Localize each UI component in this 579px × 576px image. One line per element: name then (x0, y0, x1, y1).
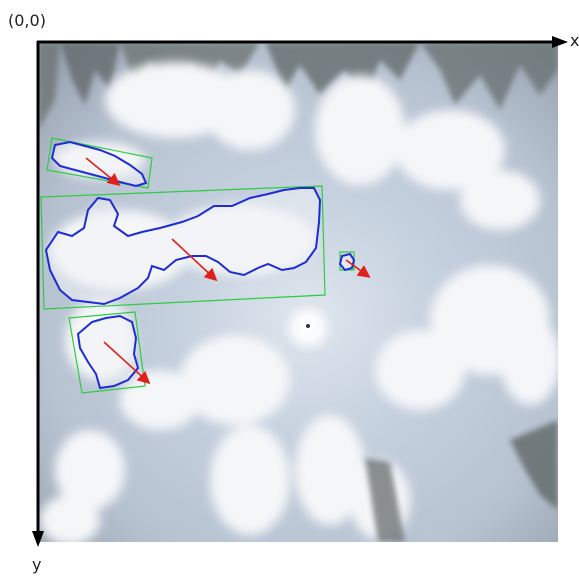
cloud-segment-small (338, 252, 356, 272)
cloud-segment-top-left (50, 140, 148, 188)
axes (32, 36, 568, 547)
y-axis-label: y (32, 555, 41, 574)
x-axis-label: x (570, 31, 579, 50)
sun-glare-icon (282, 302, 334, 354)
x-axis-arrow-icon (552, 36, 568, 48)
sky-photo (38, 42, 558, 542)
motion-arrow-top-left (85, 157, 121, 187)
y-axis-arrow-icon (32, 531, 44, 547)
origin-label: (0,0) (8, 11, 46, 30)
tree-silhouettes-top (38, 42, 558, 130)
bounding-box-bottom-left (68, 311, 146, 394)
motion-arrow-bottom-left (103, 341, 151, 385)
bounding-box-large (40, 185, 326, 310)
cloud-segment-large (44, 187, 322, 306)
bounding-box-top-left (46, 137, 153, 189)
cloud-contours (44, 140, 356, 390)
motion-arrow-small (345, 259, 371, 278)
motion-arrow-large (171, 238, 218, 282)
tree-silhouettes-bottom-right (365, 420, 558, 542)
cloud-segment-bottom-left (76, 314, 140, 390)
bounding-boxes (40, 137, 355, 394)
motion-arrows (85, 157, 371, 385)
